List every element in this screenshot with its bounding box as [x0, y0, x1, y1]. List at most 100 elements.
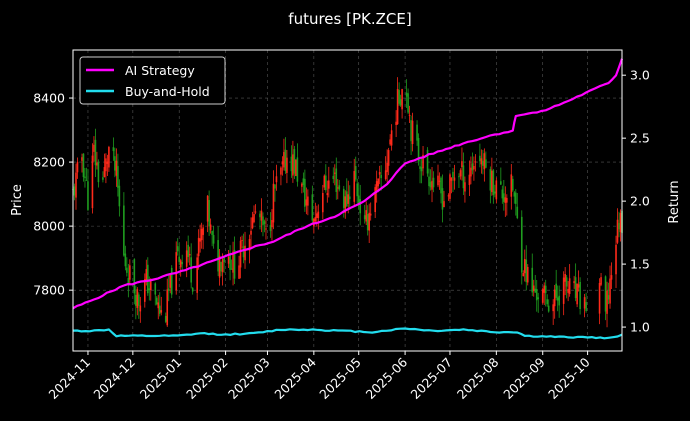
candle-body — [606, 290, 608, 314]
candle-body — [251, 217, 254, 229]
candle-body — [464, 182, 466, 192]
candle-body — [470, 167, 472, 177]
candle-body — [232, 251, 234, 273]
candle-body — [239, 240, 242, 268]
candle-body — [354, 166, 357, 180]
candle-body — [259, 213, 261, 218]
candle-body — [145, 269, 148, 281]
candle-body — [262, 216, 264, 226]
candle-body — [102, 177, 104, 180]
candle-body — [244, 245, 246, 261]
candle-body — [135, 294, 137, 306]
candle-body — [447, 195, 450, 197]
candle-body — [127, 277, 130, 285]
candle-body — [523, 259, 526, 274]
chart-title: futures [PK.ZCE] — [288, 10, 411, 28]
candle-body — [158, 305, 161, 314]
y-right-tick-label: 1.0 — [630, 320, 650, 335]
candle-body — [281, 161, 284, 165]
candle-body — [408, 114, 411, 116]
y-axis-left: 7800 8000 8200 8400 — [33, 91, 73, 298]
candle-body — [176, 246, 179, 252]
candle-body — [453, 177, 456, 181]
candle-body — [283, 152, 285, 168]
candle-body — [359, 199, 362, 214]
legend-box — [79, 56, 226, 105]
candle-body — [535, 288, 538, 301]
candle-body — [552, 304, 554, 312]
candle-body — [118, 185, 121, 207]
candle-body — [187, 244, 189, 257]
candle-body — [522, 273, 525, 277]
candle-body — [290, 156, 293, 172]
candle-body — [169, 273, 172, 288]
candle-body — [227, 256, 230, 264]
candle-body — [322, 192, 324, 213]
candle-body — [399, 99, 402, 106]
candle-body — [170, 267, 173, 295]
candle-body — [510, 174, 513, 197]
candle-body — [555, 283, 557, 298]
candle-body — [506, 197, 508, 203]
candle-body — [585, 302, 587, 312]
candle-body — [461, 161, 463, 168]
candle-body — [212, 235, 215, 244]
candle-body — [500, 181, 502, 185]
candle-body — [295, 159, 297, 176]
candle-body — [124, 253, 127, 267]
candle-body — [609, 278, 611, 304]
candle-body — [377, 178, 379, 187]
candle-body — [431, 180, 433, 190]
candle-body — [482, 160, 484, 166]
candle-body — [449, 174, 451, 199]
candle-body — [365, 210, 367, 222]
candle-body — [91, 155, 94, 209]
candle-body — [525, 259, 528, 283]
candle-body — [260, 210, 263, 221]
candle-body — [280, 167, 282, 175]
candle-body — [452, 171, 454, 178]
candle-body — [483, 153, 486, 170]
candle-body — [112, 147, 115, 152]
candle-body — [301, 183, 303, 187]
candle-body — [416, 124, 418, 141]
candle-body — [265, 228, 267, 230]
candle-body — [513, 192, 516, 197]
candle-body — [230, 268, 233, 270]
legend-label-buy-and-hold: Buy-and-Hold — [125, 84, 210, 99]
candle-body — [166, 289, 169, 326]
candle-body — [274, 184, 276, 189]
candle-body — [547, 305, 550, 312]
candle-body — [501, 189, 504, 199]
candle-body — [474, 161, 477, 163]
candle-body — [103, 167, 106, 177]
candle-body — [347, 194, 350, 204]
candle-body — [202, 227, 204, 235]
candle-body — [366, 213, 369, 231]
candle-body — [82, 153, 85, 178]
candle-body — [462, 165, 465, 189]
candle-body — [148, 288, 151, 291]
candle-body — [567, 288, 569, 293]
candle-body — [302, 178, 305, 186]
candle-body — [292, 154, 294, 176]
candle-body — [386, 162, 388, 172]
candle-body — [390, 130, 393, 146]
legend-label-ai-strategy: AI Strategy — [125, 63, 195, 78]
candle-body — [562, 277, 565, 304]
candle-body — [537, 297, 540, 300]
candle-body — [405, 92, 408, 97]
y-left-tick-label: 8400 — [33, 91, 65, 106]
candle-body — [520, 216, 523, 273]
plot-frame — [72, 49, 623, 352]
candle-body — [600, 277, 602, 285]
candle-body — [384, 170, 387, 180]
candle-body — [577, 284, 580, 288]
candle-body — [154, 283, 157, 295]
candle-body — [241, 240, 243, 242]
candle-body — [583, 297, 586, 309]
candle-body — [272, 183, 275, 223]
candle-body — [178, 256, 181, 262]
candle-body — [380, 174, 382, 179]
